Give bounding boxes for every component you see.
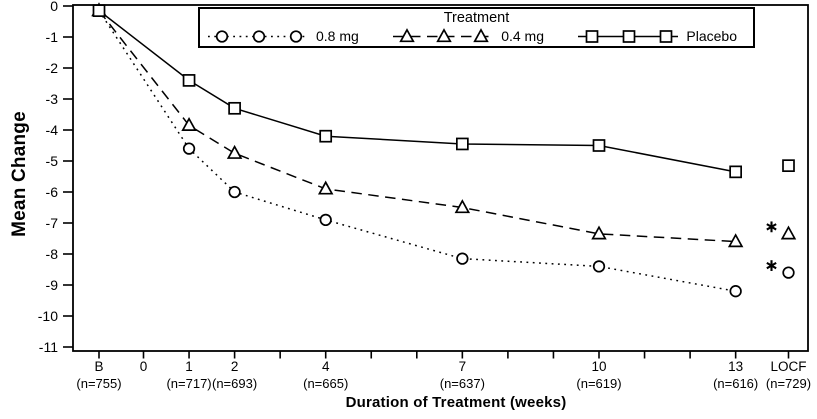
x-tick-label: 7: [459, 359, 467, 374]
x-tick-label: 1: [185, 359, 193, 374]
y-tick-label: -4: [46, 122, 59, 138]
x-tick-label: 4: [322, 359, 330, 374]
y-tick-label: 0: [50, 0, 58, 14]
sample-size-label: (n=616): [713, 376, 758, 391]
legend: Treatment 0.8 mg 0.4 mg Placebo: [198, 7, 755, 48]
marker-square: [782, 159, 795, 172]
sample-size-label: (n=693): [212, 376, 257, 391]
marker-circle: [319, 213, 332, 227]
marker-circle: [289, 30, 303, 43]
marker-triangle: [317, 180, 334, 195]
legend-entry-placebo: Placebo: [578, 28, 737, 44]
y-tick-label: -7: [46, 215, 59, 231]
sample-size-label: (n=619): [576, 376, 621, 391]
x-tick-label: 13: [728, 359, 743, 374]
marker-triangle: [727, 233, 744, 248]
asterisk-spoke: [766, 223, 777, 231]
marker-circle: [592, 260, 606, 273]
marker-circle: [228, 185, 241, 199]
x-tick-label: 10: [591, 359, 606, 374]
sample-size-label: (n=755): [76, 376, 121, 391]
x-tick-label: 0: [140, 359, 148, 374]
x-axis-title: Duration of Treatment (weeks): [345, 394, 567, 411]
marker-triangle: [780, 225, 797, 240]
legend-marker-preview: [208, 30, 308, 43]
marker-square: [228, 101, 241, 115]
legend-label: 0.4 mg: [501, 28, 545, 44]
x-tick-label: B: [94, 359, 103, 374]
marker-square: [319, 129, 333, 143]
marker-circle: [782, 266, 795, 279]
y-tick-label: -3: [46, 91, 59, 107]
y-tick-label: -11: [39, 339, 58, 355]
marker-circle: [456, 252, 469, 265]
y-tick-label: -9: [46, 277, 59, 293]
marker-circle: [215, 30, 229, 43]
x-tick-label: 2: [231, 359, 239, 374]
marker-circle: [252, 30, 266, 43]
x-tick-label: LOCF: [770, 359, 806, 374]
marker-circle: [182, 142, 196, 155]
legend-label: 0.8 mg: [316, 28, 359, 44]
legend-marker-preview: [393, 28, 494, 43]
significance-asterisk: [766, 260, 777, 272]
marker-square: [660, 30, 673, 43]
marker-triangle: [473, 28, 489, 43]
y-tick-label: -8: [46, 246, 59, 262]
y-axis-title: Mean Change: [9, 111, 30, 237]
sample-size-label: (n=729): [766, 376, 811, 391]
y-tick-label: -5: [46, 153, 59, 169]
marker-square: [623, 30, 636, 43]
sample-size-label: (n=717): [166, 376, 211, 391]
asterisk-spoke: [766, 261, 777, 270]
sample-size-label: (n=665): [303, 376, 348, 391]
marker-triangle: [226, 144, 243, 159]
legend-entry-0.4-mg: 0.4 mg: [393, 28, 544, 44]
marker-square: [592, 139, 606, 152]
marker-square: [182, 74, 196, 87]
marker-triangle: [591, 225, 607, 240]
marker-triangle: [454, 199, 471, 214]
legend-title: Treatment: [443, 10, 510, 26]
sample-size-label: (n=637): [440, 376, 485, 391]
plot-frame: [72, 4, 809, 352]
y-tick-label: -1: [46, 29, 59, 45]
y-tick-label: -10: [38, 308, 58, 324]
y-tick-label: -6: [46, 184, 59, 200]
marker-triangle: [436, 28, 452, 43]
marker-square: [729, 165, 743, 179]
legend-marker-preview: [578, 30, 679, 43]
y-tick-label: -2: [46, 60, 59, 76]
legend-entry-0.8-mg: 0.8 mg: [208, 28, 359, 44]
significance-asterisk: [766, 221, 777, 233]
legend-entries: 0.8 mg 0.4 mg Placebo: [200, 26, 753, 46]
marker-square: [456, 137, 469, 151]
legend-label: Placebo: [686, 28, 737, 44]
marker-triangle: [181, 116, 197, 131]
marker-circle: [729, 285, 742, 298]
marker-square: [586, 30, 599, 43]
marker-triangle: [399, 28, 415, 43]
marker-square: [92, 4, 106, 18]
